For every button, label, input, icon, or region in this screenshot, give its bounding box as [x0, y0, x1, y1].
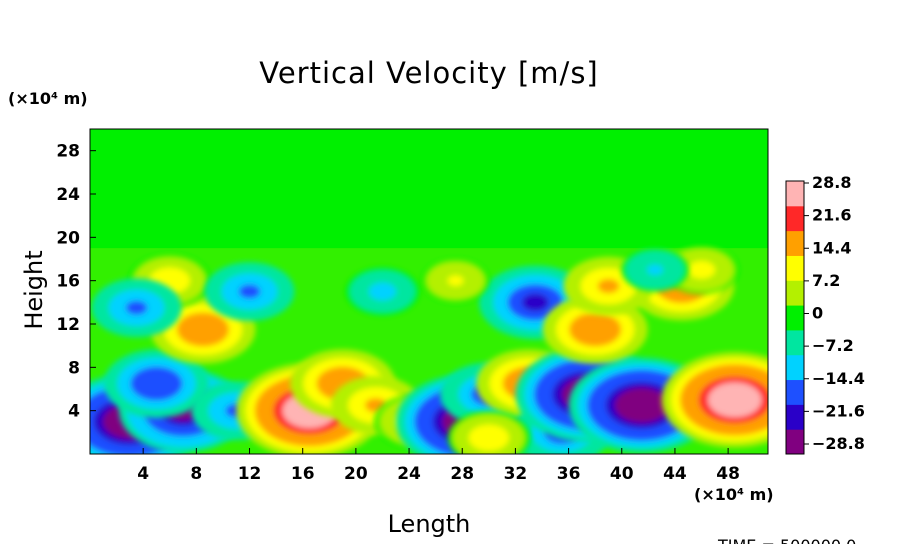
time-label: TIME = 500000.0 [717, 536, 856, 544]
y-axis-label: Height [20, 250, 48, 329]
colorbar-tick-label: −21.6 [812, 401, 865, 420]
velocity-cell [664, 245, 739, 295]
colorbar-frame [785, 180, 805, 455]
plot-area [90, 245, 768, 454]
velocity-cell [422, 258, 490, 303]
chart-title: Vertical Velocity [m/s] [259, 56, 599, 90]
colorbar-segment [786, 354, 804, 381]
colorbar-segment [786, 329, 804, 356]
plot-frame [89, 128, 769, 455]
colorbar-segment [786, 280, 804, 306]
colorbar-tick-label: −7.2 [812, 336, 854, 355]
colorbar-tick-label: 7.2 [812, 271, 840, 290]
y-tick-label: 20 [56, 228, 80, 248]
velocity-cell [661, 352, 768, 448]
contour-band [159, 274, 180, 288]
y-axis-unit: (×10⁴ m) [8, 89, 88, 108]
velocity-cell [447, 410, 530, 454]
colorbar-tick-label: −28.8 [812, 434, 865, 453]
y-axis-ticks: 4 8 12 16 20 24 28 [56, 142, 96, 422]
x-tick-label: 4 [137, 464, 149, 484]
x-tick-label: 20 [344, 464, 368, 484]
colorbar-segment [786, 230, 804, 256]
contour-band [582, 321, 608, 338]
x-tick-label: 12 [238, 464, 262, 484]
y-tick-label: 28 [56, 142, 80, 162]
colorbar-tick-label: 28.8 [812, 173, 851, 192]
x-tick-label: 24 [397, 464, 421, 484]
colorbar-segment [786, 429, 804, 455]
colorbar-segment [786, 404, 804, 430]
contour-band [646, 264, 664, 276]
x-tick-label: 32 [504, 464, 528, 484]
contour-band [624, 393, 660, 417]
colorbar-tick-label: −14.4 [812, 369, 865, 388]
x-axis-unit: (×10⁴ m) [694, 485, 774, 504]
contour-band [238, 284, 261, 299]
velocity-cell [103, 349, 210, 418]
colorbar-segment [786, 205, 804, 232]
contour-band [125, 300, 148, 315]
colorbar-segment [786, 181, 804, 207]
x-tick-label: 48 [716, 464, 740, 484]
velocity-cell [91, 278, 182, 338]
contour-band [717, 388, 753, 412]
velocity-cell [563, 256, 654, 316]
contour-band [143, 375, 170, 392]
y-tick-label: 8 [68, 358, 80, 378]
contour-band [447, 275, 464, 286]
x-tick-label: 28 [450, 464, 474, 484]
contour-band [190, 321, 216, 338]
contour-band [521, 293, 549, 312]
colorbar-tick-label: 14.4 [812, 238, 851, 257]
colorbar-ticks: 28.8 21.6 14.4 7.2 0 −7.2 −14.4 −21.6 −28.8 [804, 173, 865, 453]
contour-band [373, 285, 392, 298]
y-tick-label: 12 [56, 315, 80, 335]
contour-band [692, 263, 711, 276]
x-tick-label: 8 [190, 464, 202, 484]
colorbar-segment [786, 379, 804, 405]
x-axis-ticks: 4 8 12 16 20 24 28 32 36 40 44 48 [137, 448, 740, 484]
colorbar-segment [786, 305, 804, 331]
colorbar-tick-label: 21.6 [812, 206, 851, 225]
contour-band [478, 431, 499, 445]
x-tick-label: 44 [663, 464, 687, 484]
velocity-cell [621, 247, 689, 292]
velocity-cell [204, 262, 295, 321]
y-tick-label: 16 [56, 272, 80, 292]
x-tick-label: 40 [610, 464, 634, 484]
colorbar-tick-label: 0 [812, 304, 823, 323]
x-axis-label: Length [388, 510, 471, 538]
colorbar [785, 180, 805, 455]
x-tick-label: 16 [291, 464, 315, 484]
velocity-cell [345, 267, 420, 316]
y-tick-label: 24 [56, 185, 80, 205]
contour-band [597, 279, 620, 294]
x-tick-label: 36 [557, 464, 581, 484]
colorbar-segment [786, 255, 804, 281]
y-tick-label: 4 [68, 402, 80, 422]
